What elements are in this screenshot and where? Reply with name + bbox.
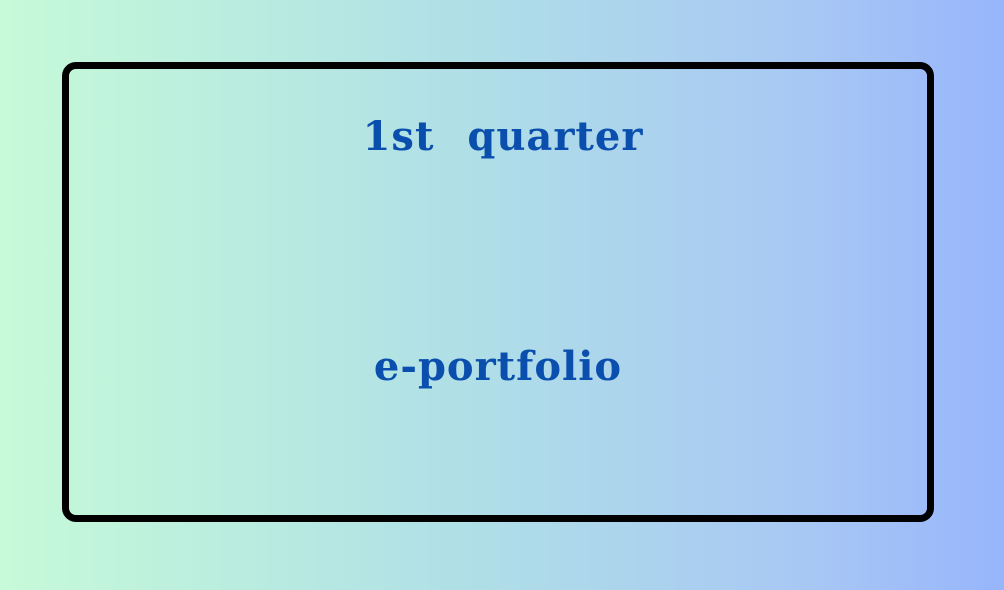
title-line-1: 1st quarter [362, 113, 644, 160]
title-line-2: e-portfolio [373, 343, 623, 390]
title-card: 1st quarter e-portfolio [62, 62, 934, 522]
